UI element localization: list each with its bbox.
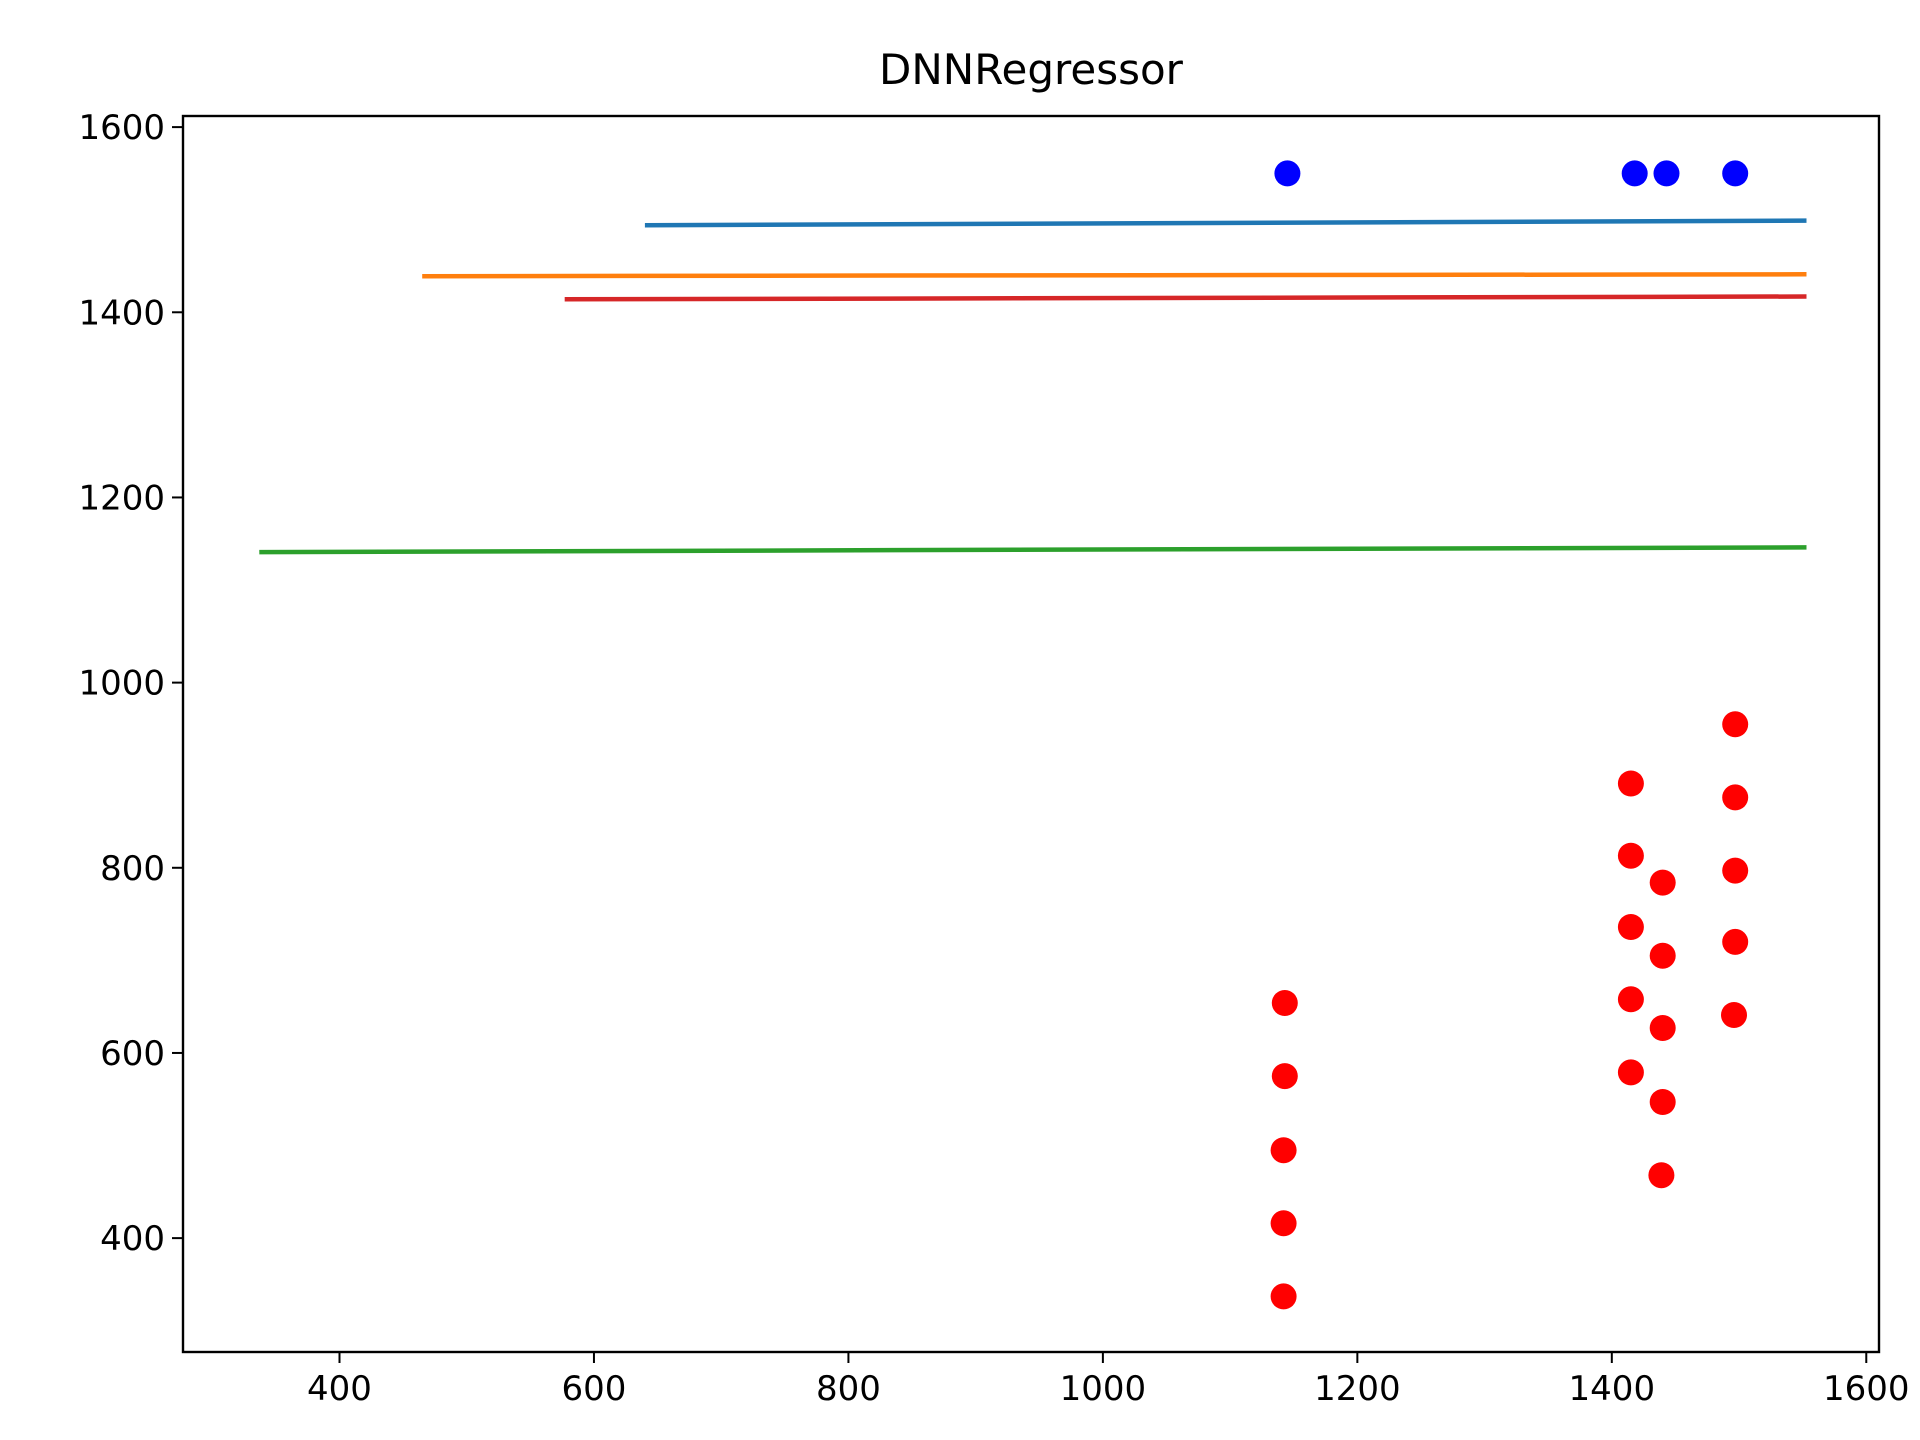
x-tick-label-3: 1000 — [1060, 1369, 1147, 1409]
data-point-6 — [1270, 1137, 1297, 1164]
series-line-3 — [259, 545, 1807, 555]
data-point-7 — [1270, 1210, 1297, 1237]
data-point-23 — [1721, 1002, 1747, 1028]
data-point-17 — [1649, 1089, 1676, 1115]
data-point-20 — [1722, 784, 1749, 811]
data-point-21 — [1722, 857, 1749, 884]
data-point-12 — [1617, 986, 1644, 1013]
x-tick-label-4: 1200 — [1314, 1369, 1401, 1409]
plot-frame — [181, 114, 1881, 1354]
x-tick-label-0: 400 — [307, 1369, 372, 1409]
data-point-14 — [1649, 869, 1676, 896]
y-tick-label-4: 1200 — [78, 478, 165, 518]
data-point-19 — [1722, 711, 1749, 738]
y-tick-label-1: 600 — [100, 1034, 165, 1074]
x-tick-label-1: 600 — [562, 1369, 627, 1409]
regression-lines — [259, 218, 1807, 555]
y-tick-label-0: 400 — [100, 1219, 165, 1259]
data-point-1 — [1621, 160, 1648, 187]
data-point-15 — [1649, 942, 1676, 969]
data-point-5 — [1271, 1063, 1298, 1090]
y-tick-label-6: 1600 — [78, 108, 165, 148]
data-point-22 — [1722, 928, 1749, 955]
data-point-4 — [1271, 990, 1298, 1016]
x-tick-label-2: 800 — [816, 1369, 881, 1409]
data-point-2 — [1653, 160, 1680, 187]
y-tick-label-5: 1400 — [78, 293, 165, 333]
data-point-0 — [1274, 160, 1301, 187]
data-points — [1270, 160, 1749, 1310]
chart-title: DNNRegressor — [879, 45, 1184, 94]
y-tick-label-3: 1000 — [78, 664, 165, 704]
axes: 400 600 800 1000 1200 1400 1600 400 600 800 1000 12… — [78, 108, 1909, 1409]
y-tick-label-2: 800 — [100, 849, 165, 889]
data-point-9 — [1617, 770, 1644, 797]
series-line-1 — [422, 272, 1807, 279]
data-point-10 — [1617, 842, 1644, 869]
data-point-8 — [1270, 1283, 1297, 1310]
series-line-2 — [564, 294, 1807, 302]
data-point-3 — [1722, 160, 1749, 187]
data-point-13 — [1617, 1059, 1644, 1086]
series-line-0 — [644, 218, 1807, 228]
data-point-16 — [1649, 1015, 1676, 1041]
data-point-11 — [1617, 914, 1644, 940]
x-tick-label-6: 1600 — [1823, 1369, 1910, 1409]
x-tick-label-5: 1400 — [1569, 1369, 1656, 1409]
data-point-18 — [1648, 1162, 1675, 1189]
